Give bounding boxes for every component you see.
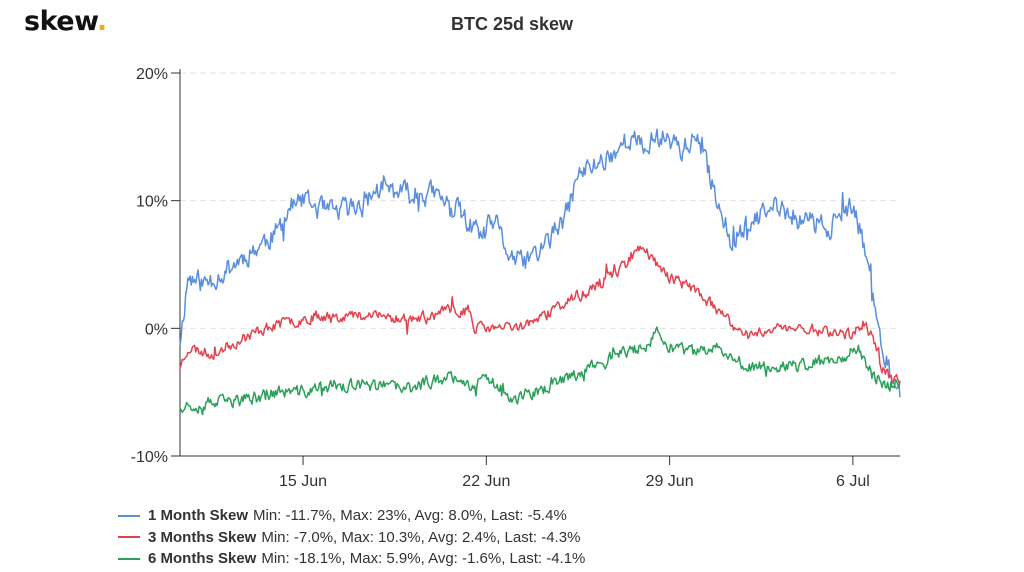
series-lines <box>179 128 901 416</box>
legend-series-stats: Min: -18.1%, Max: 5.9%, Avg: -1.6%, Last… <box>261 550 586 568</box>
x-tick-label: 29 Jun <box>646 473 694 490</box>
legend-series-name: 3 Months Skew <box>148 528 257 546</box>
legend-swatch <box>118 557 140 560</box>
y-tick-label: 0% <box>145 321 168 338</box>
logo-dot: . <box>96 6 107 37</box>
y-tick-label: 10% <box>136 194 168 211</box>
series-line-2 <box>179 245 901 384</box>
legend-swatch <box>118 514 140 517</box>
y-axis-ticks: 20% 10% 0% -10% <box>131 66 180 466</box>
legend-series-stats: Min: -7.0%, Max: 10.3%, Avg: 2.4%, Last:… <box>261 528 581 546</box>
chart-title: BTC 25d skew <box>450 14 574 34</box>
legend-swatch <box>118 536 140 539</box>
legend-item-6-months[interactable]: 6 Months Skew Min: -18.1%, Max: 5.9%, Av… <box>118 548 585 570</box>
series-line-3 <box>179 326 901 416</box>
legend-series-name: 6 Months Skew <box>148 550 257 568</box>
y-tick-label: -10% <box>131 449 168 466</box>
legend-series-name: 1 Month Skew <box>148 507 249 525</box>
axes <box>179 69 900 457</box>
legend-item-1-month[interactable]: 1 Month Skew Min: -11.7%, Max: 23%, Avg:… <box>118 505 585 527</box>
x-axis-ticks: 15 Jun 22 Jun 29 Jun 6 Jul <box>279 456 870 490</box>
x-tick-label: 22 Jun <box>462 473 510 490</box>
x-tick-label: 6 Jul <box>836 473 870 490</box>
y-tick-label: 20% <box>136 66 168 83</box>
x-tick-label: 15 Jun <box>279 473 327 490</box>
line-chart: 20% 10% 0% -10% 15 Jun 22 Jun 29 Jun 6 Jul <box>131 66 901 490</box>
gridlines <box>180 72 900 329</box>
skew-logo[interactable]: skew. <box>24 6 107 37</box>
legend-series-stats: Min: -11.7%, Max: 23%, Avg: 8.0%, Last: … <box>253 507 567 525</box>
series-line-1 <box>179 128 901 398</box>
logo-text: skew <box>24 6 97 37</box>
legend-item-3-months[interactable]: 3 Months Skew Min: -7.0%, Max: 10.3%, Av… <box>118 527 585 549</box>
legend: 1 Month Skew Min: -11.7%, Max: 23%, Avg:… <box>118 505 585 570</box>
